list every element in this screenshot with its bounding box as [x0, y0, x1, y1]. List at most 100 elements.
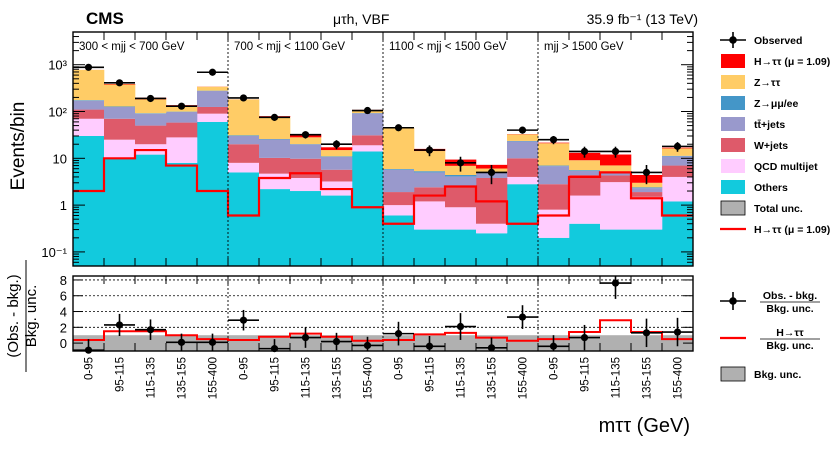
bin-label: 135-155 — [177, 357, 189, 399]
ytick-label: 10² — [48, 105, 67, 120]
bin-label: 155-400 — [363, 357, 375, 399]
bar-ttbar — [73, 100, 105, 110]
bar-ttbar — [414, 172, 446, 188]
legend-swatch-others — [721, 180, 745, 194]
bar-ttbar — [445, 176, 477, 187]
bar-others — [600, 229, 632, 266]
bar-others — [135, 154, 167, 266]
bar-others — [538, 237, 570, 266]
xaxis-label: mττ (GeV) — [599, 415, 690, 437]
main-ylabel: Events/bin — [8, 102, 29, 191]
legend-swatch-ztt — [721, 75, 745, 89]
bin-label: 95-115 — [270, 357, 282, 392]
bar-wjets — [259, 157, 291, 174]
bar-zll — [228, 135, 260, 136]
ratio-observed-point — [549, 342, 558, 350]
bar-wjets — [414, 187, 446, 202]
bar-qcd — [476, 223, 508, 234]
observed-point — [580, 147, 589, 156]
bar-wjets — [166, 122, 198, 138]
bar-ztt — [259, 117, 291, 140]
legend-label: tt̄+jets — [754, 119, 785, 131]
bar-zll — [321, 156, 353, 157]
bar-zll — [538, 165, 570, 167]
legend-main: Observed H→ττ (μ = 1.09) Z→ττ Z→μμ/ee tt̄+je… — [720, 32, 830, 236]
bar-others — [104, 158, 136, 266]
region-label: 300 < mjj < 700 GeV — [79, 41, 185, 53]
bar-ttbar — [228, 135, 260, 145]
bar-others — [569, 223, 601, 266]
experiment-label: CMS — [86, 9, 124, 28]
bar-wjets — [538, 184, 570, 210]
ratio-signal-line — [73, 319, 693, 342]
ratio-ytick-label: 6 — [60, 289, 67, 304]
ratio-legend-signal-top: H→ττ — [776, 327, 804, 339]
bar-ttbar — [600, 172, 632, 176]
legend-swatch-wjets — [721, 138, 745, 152]
observed-point — [425, 146, 434, 154]
bar-ztt — [383, 128, 415, 170]
bar-qcd — [259, 173, 291, 190]
observed-point — [363, 106, 372, 115]
main-panel: 300 < mjj < 700 GeV 700 < mjj < 1100 GeV 1… — [41, 31, 694, 267]
ratio-ytick-label: 8 — [60, 273, 67, 288]
bar-wjets — [383, 192, 415, 206]
bin-label: 0-95 — [239, 357, 251, 380]
bar-qcd — [662, 176, 694, 202]
observed-point — [487, 168, 496, 176]
ratio-ytick-label: 0 — [60, 336, 67, 351]
ratio-unc-band — [104, 335, 136, 351]
bar-wjets — [352, 135, 384, 146]
ratio-observed-point — [394, 330, 403, 338]
bin-label: 95-115 — [115, 357, 127, 392]
ratio-legend-observed-top: Obs. - bkg. — [763, 290, 817, 302]
legend-label: Total unc. — [754, 203, 803, 215]
bar-ztt — [73, 69, 105, 101]
bar-zll — [414, 171, 446, 173]
bar-ztt — [228, 99, 260, 136]
ratio-legend-unc-label: Bkg. unc. — [754, 369, 801, 381]
channel-label: μτh, VBF — [333, 11, 389, 27]
bar-ztt — [569, 160, 601, 171]
ratio-observed-point — [332, 337, 341, 346]
bin-label: 95-115 — [580, 357, 592, 392]
bar-ztt — [507, 134, 539, 141]
bar-wjets — [321, 169, 353, 182]
bar-zll — [662, 155, 694, 157]
bar-others — [197, 121, 229, 266]
bar-others — [476, 233, 508, 266]
ratio-ytick-label: 2 — [60, 320, 67, 335]
bin-label: 155-400 — [673, 357, 685, 399]
region-label: 700 < mjj < 1100 GeV — [234, 41, 345, 53]
bar-wjets — [631, 192, 663, 197]
bin-label: 95-115 — [425, 357, 437, 392]
signal-line — [73, 148, 693, 225]
bar-ztt — [600, 165, 632, 173]
bar-wjets — [290, 158, 322, 178]
bar-qcd — [569, 195, 601, 224]
bar-wjets — [445, 186, 477, 208]
bar-others — [507, 184, 539, 266]
observed-point — [394, 124, 403, 132]
region-label: 1100 < mjj < 1500 GeV — [389, 41, 507, 53]
bar-qcd — [507, 176, 539, 185]
bar-others — [73, 135, 105, 266]
bar-ttbar — [383, 169, 415, 193]
bar-others — [290, 191, 322, 266]
observed-point — [84, 63, 93, 71]
bar-qcd — [104, 139, 136, 159]
bar-ztt — [104, 84, 136, 107]
ratio-legend-unc-swatch — [720, 366, 746, 382]
bin-label: 115-135 — [456, 357, 468, 398]
bin-label: 0-95 — [394, 357, 406, 380]
ratio-observed-point — [363, 341, 372, 350]
bar-ttbar — [290, 144, 322, 159]
bar-ztt — [538, 143, 570, 166]
legend-label: QCD multijet — [754, 161, 818, 173]
observed-point — [642, 168, 651, 176]
ratio-unc-band — [600, 335, 632, 351]
bar-zll — [631, 187, 663, 189]
bar-ttbar — [166, 111, 198, 123]
bar-qcd — [414, 201, 446, 230]
